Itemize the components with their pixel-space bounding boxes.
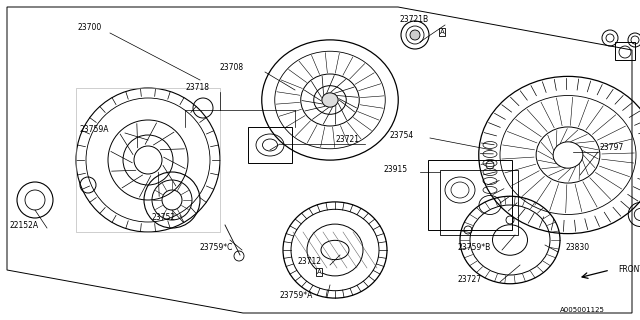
Text: FRONT: FRONT <box>618 266 640 275</box>
Text: 23759A: 23759A <box>80 125 109 134</box>
Text: A005001125: A005001125 <box>560 307 605 313</box>
Text: 23830: 23830 <box>565 244 589 252</box>
Text: 23727: 23727 <box>458 276 482 284</box>
Text: 23797: 23797 <box>600 143 624 153</box>
Text: A: A <box>440 29 444 35</box>
Bar <box>615 42 635 60</box>
Text: 23754: 23754 <box>390 131 414 140</box>
Bar <box>248 127 292 163</box>
Text: 22152A: 22152A <box>10 220 39 229</box>
Text: A: A <box>317 269 321 275</box>
Text: 23759*C: 23759*C <box>200 243 234 252</box>
Ellipse shape <box>322 93 338 107</box>
Text: 23915: 23915 <box>383 165 407 174</box>
Bar <box>76 88 220 232</box>
Text: 23752: 23752 <box>152 213 176 222</box>
Bar <box>428 160 512 230</box>
Text: 23712: 23712 <box>298 258 322 267</box>
Bar <box>440 170 518 235</box>
Circle shape <box>410 30 420 40</box>
Text: 23700: 23700 <box>77 23 101 33</box>
Text: 23708: 23708 <box>220 63 244 73</box>
Text: 23721B: 23721B <box>400 15 429 25</box>
Text: 23721: 23721 <box>335 135 359 145</box>
Text: 23759*B: 23759*B <box>458 244 492 252</box>
Text: 23718: 23718 <box>185 84 209 92</box>
Text: 23759*A: 23759*A <box>280 291 314 300</box>
